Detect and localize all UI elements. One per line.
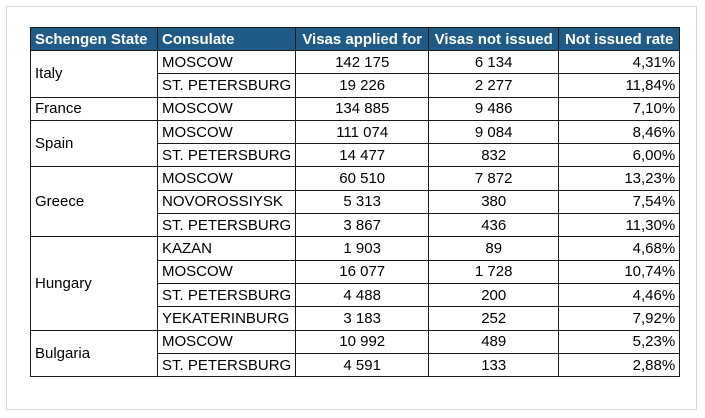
state-group: France MOSCOW 134 885 9 486 7,10% [30,96,681,121]
table-row: ST. PETERSBURG 4 591 133 2,88% [31,352,681,378]
table-row: France MOSCOW 134 885 9 486 7,10% [30,96,681,121]
header-not-issued-rate: Not issued rate [558,27,681,51]
schengen-state-cell: Greece [30,166,158,238]
visas-applied-cell: 134 885 [295,96,430,121]
table-row: Greece MOSCOW 60 510 7 872 13,23% [30,166,681,238]
consulate-cell: YEKATERINBURG [156,306,297,331]
not-issued-rate-cell: 7,92% [558,306,681,331]
not-issued-rate-cell: 11,30% [558,213,681,238]
visas-applied-cell: 16 077 [295,259,430,284]
table-row: ST. PETERSBURG 3 867 436 11,30% [31,213,681,238]
not-issued-rate-cell: 5,23% [558,329,681,354]
visas-applied-cell: 10 992 [295,329,430,354]
table-row: ST. PETERSBURG 14 477 832 6,00% [31,143,681,168]
visas-applied-cell: 142 175 [295,49,430,75]
visa-statistics-table: Schengen State Consulate Visas applied f… [30,27,681,378]
table-row: Bulgaria MOSCOW 10 992 489 5,23% [30,329,681,378]
visas-applied-cell: 19 226 [295,73,430,98]
consulate-cell: MOSCOW [156,166,297,191]
table-row: Spain MOSCOW 111 074 9 084 8,46% [30,119,681,168]
schengen-state-cell: Spain [30,119,158,168]
schengen-state-cell: Hungary [30,236,158,331]
consulate-cell: MOSCOW [156,329,297,354]
visas-not-issued-cell: 252 [428,306,560,331]
visas-not-issued-cell: 7 872 [428,166,560,191]
header-visas-not-issued: Visas not issued [428,27,560,51]
table-row: ST. PETERSBURG 19 226 2 277 11,84% [31,73,681,98]
not-issued-rate-cell: 7,54% [558,189,681,215]
header-schengen-state: Schengen State [30,27,158,51]
consulate-cell: ST. PETERSBURG [156,73,297,98]
not-issued-rate-cell: 13,23% [558,166,681,191]
state-group: Greece MOSCOW 60 510 7 872 13,23% NOVOROSSIYS… [30,166,681,238]
visas-not-issued-cell: 832 [428,143,560,168]
visas-applied-cell: 3 183 [295,306,430,331]
not-issued-rate-cell: 6,00% [558,143,681,168]
state-group: Italy MOSCOW 142 175 6 134 4,31% ST. PETERSBU… [30,49,681,98]
consulate-cell: MOSCOW [156,96,297,121]
visas-not-issued-cell: 200 [428,282,560,308]
state-group: Hungary KAZAN 1 903 89 4,68% MOSCOW 16 077 1 72… [30,236,681,331]
not-issued-rate-cell: 4,46% [558,282,681,308]
not-issued-rate-cell: 10,74% [558,259,681,284]
header-visas-applied: Visas applied for [295,27,430,51]
not-issued-rate-cell: 4,31% [558,49,681,75]
consulate-cell: KAZAN [156,236,297,261]
visas-applied-cell: 1 903 [295,236,430,261]
consulate-cell: ST. PETERSBURG [156,282,297,308]
state-group: Bulgaria MOSCOW 10 992 489 5,23% ST. PETERSBU… [30,329,681,378]
visas-applied-cell: 4 591 [295,352,430,378]
visas-not-issued-cell: 489 [428,329,560,354]
consulate-cell: ST. PETERSBURG [156,143,297,168]
visas-applied-cell: 4 488 [295,282,430,308]
consulate-cell: MOSCOW [156,49,297,75]
table-row: Hungary KAZAN 1 903 89 4,68% [30,236,681,331]
visas-applied-cell: 14 477 [295,143,430,168]
state-group: Spain MOSCOW 111 074 9 084 8,46% ST. PETERSBU… [30,119,681,168]
table-row: ST. PETERSBURG 4 488 200 4,46% [31,282,681,308]
visas-not-issued-cell: 436 [428,213,560,238]
not-issued-rate-cell: 7,10% [558,96,681,121]
visas-not-issued-cell: 1 728 [428,259,560,284]
schengen-state-cell: Bulgaria [30,329,158,378]
visas-applied-cell: 111 074 [295,119,430,145]
header-row: Schengen State Consulate Visas applied f… [30,27,681,51]
table-row: YEKATERINBURG 3 183 252 7,92% [31,306,681,331]
visas-not-issued-cell: 380 [428,189,560,215]
table-header: Schengen State Consulate Visas applied f… [30,27,681,51]
visas-applied-cell: 3 867 [295,213,430,238]
header-consulate: Consulate [156,27,297,51]
table-row: MOSCOW 16 077 1 728 10,74% [31,259,681,284]
consulate-cell: MOSCOW [156,259,297,284]
consulate-cell: MOSCOW [156,119,297,145]
image-frame [6,6,697,410]
visas-not-issued-cell: 9 486 [428,96,560,121]
visas-not-issued-cell: 133 [428,352,560,378]
not-issued-rate-cell: 4,68% [558,236,681,261]
visas-applied-cell: 5 313 [295,189,430,215]
visas-not-issued-cell: 89 [428,236,560,261]
table-row: Italy MOSCOW 142 175 6 134 4,31% [30,49,681,98]
schengen-state-cell: Italy [30,50,158,98]
visas-applied-cell: 60 510 [295,166,430,191]
consulate-cell: ST. PETERSBURG [156,352,297,378]
visas-not-issued-cell: 9 084 [428,119,560,145]
consulate-cell: NOVOROSSIYSK [156,189,297,215]
not-issued-rate-cell: 2,88% [558,352,681,378]
not-issued-rate-cell: 8,46% [558,119,681,145]
visas-not-issued-cell: 6 134 [428,49,560,75]
visas-not-issued-cell: 2 277 [428,73,560,98]
schengen-state-cell: France [30,96,158,121]
consulate-cell: ST. PETERSBURG [156,213,297,238]
not-issued-rate-cell: 11,84% [558,73,681,98]
